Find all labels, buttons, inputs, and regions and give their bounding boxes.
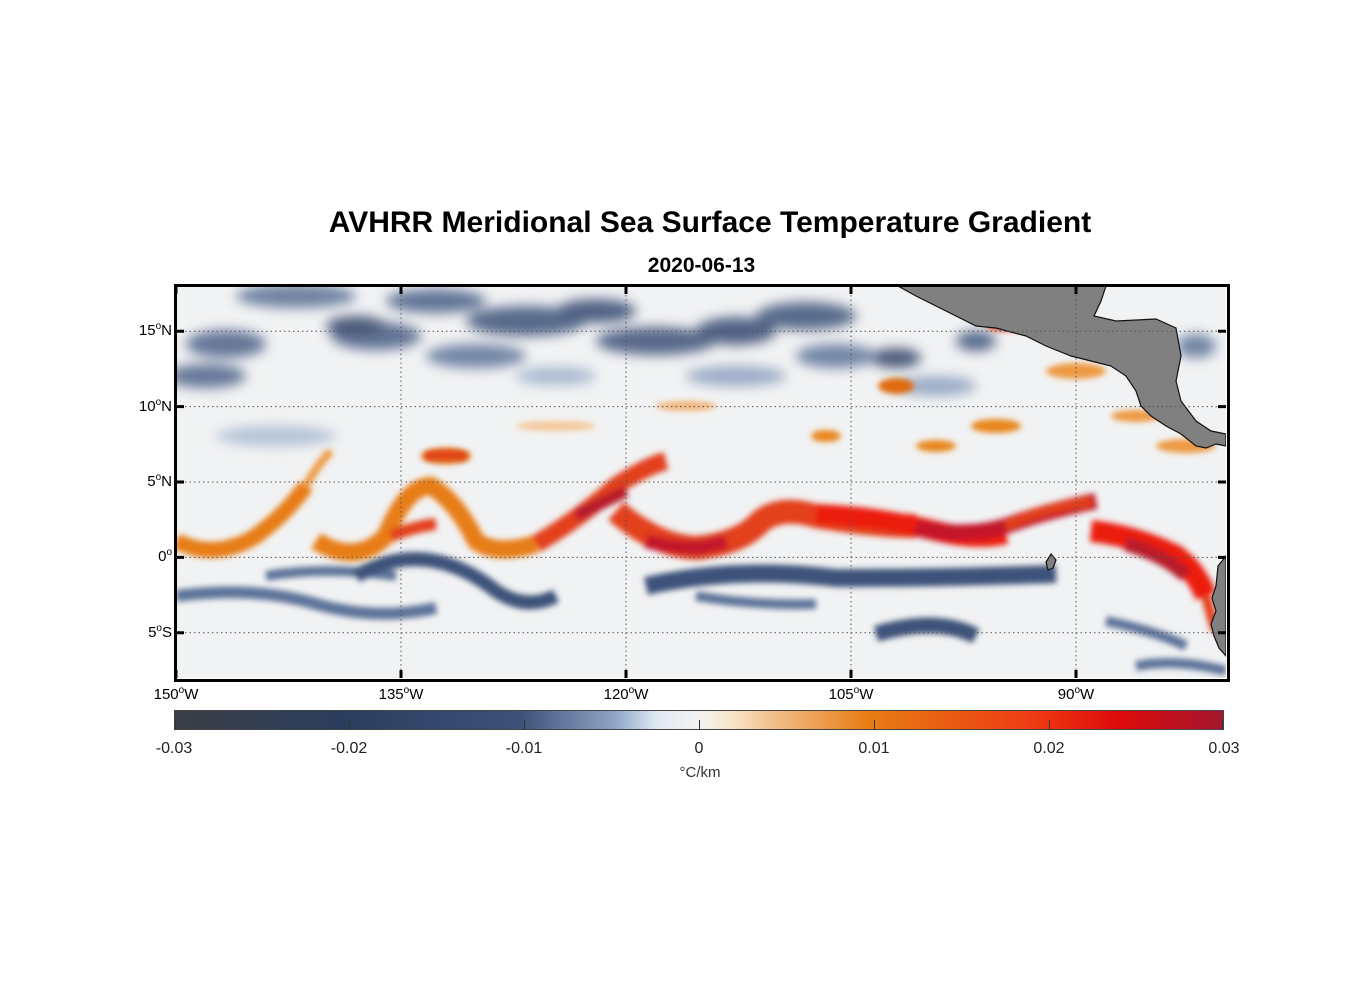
colorbar-tick (1222, 720, 1223, 730)
colorbar-tick (524, 720, 525, 730)
central-america-landmass (896, 286, 1226, 449)
latitude-label: 0o (158, 547, 172, 566)
longitude-label: 90oW (1057, 685, 1095, 704)
equatorial-front-warm-band (176, 448, 1221, 633)
colorbar-tick-label: 0.03 (1208, 740, 1240, 757)
sst-gradient-map (176, 286, 1226, 678)
graticule (176, 286, 1226, 678)
colorbar-tick-label: -0.02 (330, 740, 368, 757)
colorbar-tick (1049, 720, 1050, 730)
galapagos-islands (1045, 552, 1057, 571)
latitude-label: 10oN (138, 396, 172, 415)
longitude-label: 120oW (603, 685, 649, 704)
latitude-label: 15oN (138, 321, 172, 340)
map-canvas (176, 286, 1226, 678)
longitude-label: 135oW (378, 685, 424, 704)
colorbar-tick-label: 0.02 (1033, 740, 1065, 757)
latitude-label: 5oN (147, 472, 172, 491)
south-equatorial-cool-band (176, 552, 1226, 676)
colorbar-tick (349, 720, 350, 730)
chart-date-subtitle: 2020-06-13 (647, 254, 756, 277)
colorbar-tick-label: -0.03 (155, 740, 193, 757)
colorbar-tick (699, 720, 700, 730)
latitude-label: 5oS (148, 622, 172, 641)
chart-title: AVHRR Meridional Sea Surface Temperature… (328, 206, 1092, 239)
cool-patches-north (176, 286, 1216, 446)
colorbar-tick (874, 720, 875, 730)
colorbar-tick-label: -0.01 (505, 740, 543, 757)
longitude-label: 105oW (828, 685, 874, 704)
colorbar-unit-label: °C/km (679, 764, 721, 781)
colorbar-tick (175, 720, 176, 730)
colorbar-tick-label: 0.01 (858, 740, 890, 757)
longitude-label: 150oW (153, 685, 199, 704)
south-america-landmass (1210, 555, 1226, 657)
land-masses (896, 286, 1226, 657)
colorbar-tick-label: 0 (694, 740, 704, 757)
